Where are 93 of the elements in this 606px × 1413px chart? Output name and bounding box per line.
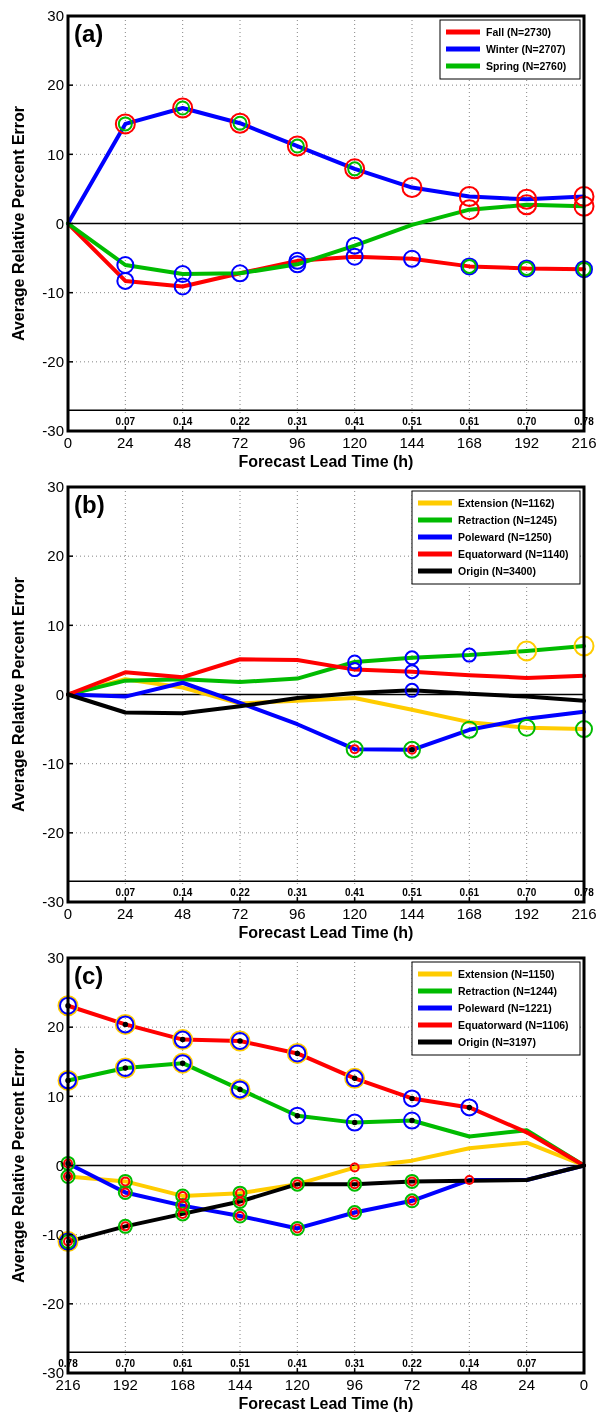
y-tick-label: -30 — [42, 893, 64, 911]
y-tick-label: 10 — [47, 1087, 64, 1105]
legend-label: Winter (N=2707) — [486, 42, 566, 55]
y-tick-label: 0 — [55, 685, 64, 703]
x-tick-label: 24 — [116, 905, 134, 922]
x-tick-label: 24 — [518, 1376, 536, 1393]
x-tick-label: 96 — [346, 1376, 364, 1393]
y-tick-label: 20 — [47, 547, 64, 565]
x-tick-label: 192 — [112, 1376, 138, 1393]
annotation: 0.22 — [230, 886, 251, 898]
y-tick-label: 0 — [55, 1156, 64, 1174]
x-tick-label: 120 — [342, 434, 368, 451]
y-tick-label: 30 — [47, 478, 64, 496]
annotation: 0.41 — [344, 415, 365, 427]
x-tick-label: 0 — [579, 1376, 589, 1393]
x-axis-title: Forecast Lead Time (h) — [238, 453, 414, 470]
x-tick-label: 120 — [284, 1376, 310, 1393]
x-tick-label: 216 — [571, 905, 597, 922]
legend-label: Extension (N=1150) — [458, 967, 555, 980]
y-tick-label: 0 — [55, 214, 64, 232]
annotation: 0.31 — [287, 415, 308, 427]
annotation: 0.41 — [287, 1357, 308, 1369]
y-tick-label: -20 — [42, 1295, 64, 1313]
legend-label: Retraction (N=1244) — [458, 984, 557, 997]
legend-label: Extension (N=1162) — [458, 496, 555, 509]
x-tick-label: 96 — [288, 434, 306, 451]
legend-label: Origin (N=3400) — [458, 564, 536, 577]
y-tick-label: 10 — [47, 145, 64, 163]
legend-label: Origin (N=3197) — [458, 1035, 536, 1048]
annotation: 0.51 — [402, 886, 423, 898]
annotation: 0.14 — [459, 1357, 480, 1369]
annotation: 0.70 — [115, 1357, 136, 1369]
y-tick-label: 10 — [47, 616, 64, 634]
annotation: 0.31 — [344, 1357, 365, 1369]
y-tick-label: 20 — [47, 76, 64, 94]
annotation: 0.14 — [172, 886, 193, 898]
x-tick-label: 192 — [514, 905, 540, 922]
x-tick-label: 120 — [342, 905, 368, 922]
x-tick-label: 72 — [231, 434, 249, 451]
y-tick-label: -20 — [42, 824, 64, 842]
x-tick-label: 48 — [174, 434, 192, 451]
legend-label: Fall (N=2730) — [486, 25, 552, 38]
legend-label: Retraction (N=1245) — [458, 513, 557, 526]
annotation: 0.61 — [459, 886, 480, 898]
x-tick-label: 144 — [399, 905, 425, 922]
y-tick-label: -10 — [42, 283, 64, 301]
y-tick-label: -20 — [42, 353, 64, 371]
x-tick-label: 144 — [227, 1376, 253, 1393]
chart-title: (c) — [74, 962, 104, 989]
y-tick-label: -10 — [42, 1225, 64, 1243]
x-tick-label: 168 — [170, 1376, 196, 1393]
x-axis-title: Forecast Lead Time (h) — [238, 1395, 414, 1412]
legend-label: Equatorward (N=1106) — [458, 1018, 569, 1031]
y-tick-label: 20 — [47, 1018, 64, 1036]
x-tick-label: 48 — [174, 905, 192, 922]
x-axis-title: Forecast Lead Time (h) — [238, 924, 414, 941]
x-tick-label: 168 — [456, 905, 482, 922]
x-tick-label: 48 — [460, 1376, 478, 1393]
y-axis-title: Average Relative Percent Error — [10, 1047, 27, 1284]
x-tick-label: 96 — [288, 905, 306, 922]
legend-label: Poleward (N=1221) — [458, 1001, 552, 1014]
chart-title: (a) — [74, 20, 104, 47]
annotation: 0.22 — [230, 415, 251, 427]
x-tick-label: 168 — [456, 434, 482, 451]
annotation: 0.61 — [172, 1357, 193, 1369]
legend-label: Spring (N=2760) — [486, 59, 567, 72]
y-axis-title: Average Relative Percent Error — [10, 576, 27, 813]
legend-label: Poleward (N=1250) — [458, 530, 552, 543]
annotation: 0.31 — [287, 886, 308, 898]
y-tick-label: 30 — [47, 949, 64, 967]
annotation: 0.61 — [459, 415, 480, 427]
x-tick-label: 192 — [514, 434, 540, 451]
annotation: 0.07 — [516, 1357, 537, 1369]
annotation: 0.70 — [516, 415, 537, 427]
annotation: 0.07 — [115, 886, 136, 898]
x-tick-label: 216 — [571, 434, 597, 451]
annotation: 0.07 — [115, 415, 136, 427]
annotation: 0.41 — [344, 886, 365, 898]
annotation: 0.22 — [402, 1357, 423, 1369]
x-tick-label: 72 — [231, 905, 249, 922]
annotation: 0.51 — [402, 415, 423, 427]
x-tick-label: 72 — [403, 1376, 421, 1393]
x-tick-label: 144 — [399, 434, 425, 451]
y-tick-label: 30 — [47, 7, 64, 25]
annotation: 0.70 — [516, 886, 537, 898]
y-tick-label: -30 — [42, 422, 64, 440]
annotation: 0.14 — [172, 415, 193, 427]
y-axis-title: Average Relative Percent Error — [10, 105, 27, 342]
x-tick-label: 24 — [116, 434, 134, 451]
y-tick-label: -10 — [42, 754, 64, 772]
annotation: 0.51 — [230, 1357, 251, 1369]
chart-title: (b) — [74, 491, 105, 518]
legend-label: Equatorward (N=1140) — [458, 547, 569, 560]
